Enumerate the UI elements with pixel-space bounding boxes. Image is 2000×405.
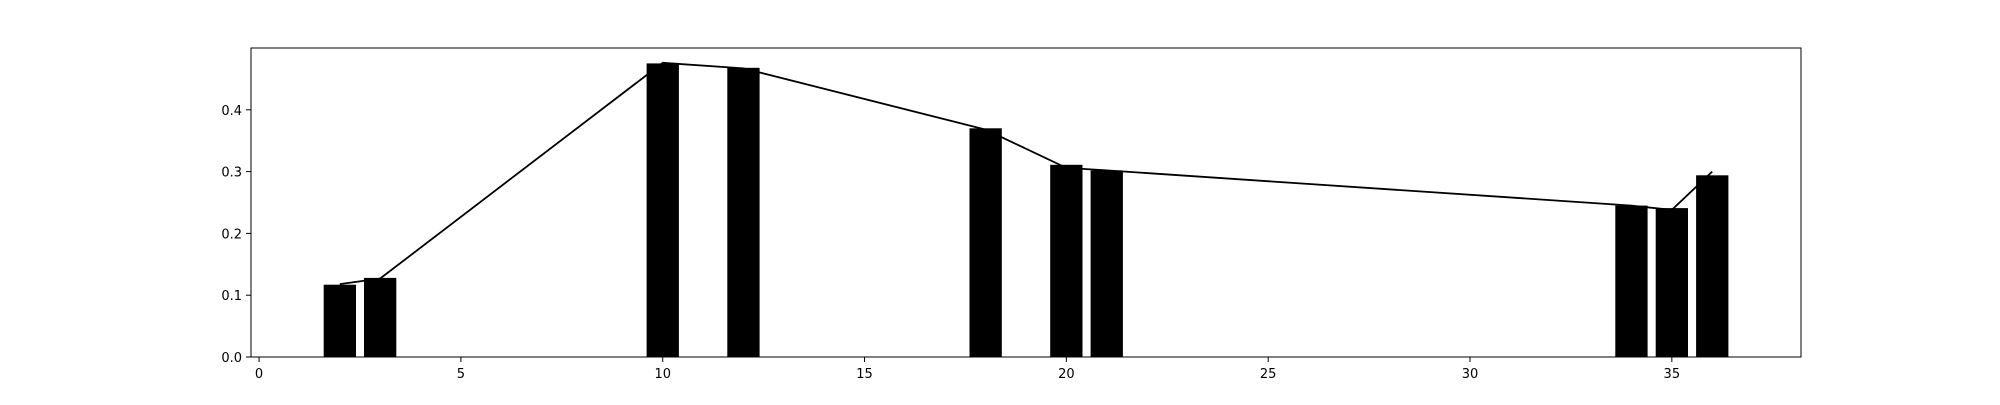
y-tick-label: 0.2 xyxy=(221,227,242,242)
plot-frame xyxy=(250,47,1802,358)
axes-layer xyxy=(250,47,1802,358)
x-tick-label: 0 xyxy=(255,367,263,382)
bar xyxy=(1050,164,1083,357)
bar xyxy=(323,284,356,357)
bar xyxy=(727,67,760,358)
x-tick-label: 15 xyxy=(856,367,873,382)
series-line xyxy=(339,61,1713,285)
x-tick-label: 5 xyxy=(457,367,465,382)
x-tick-label: 20 xyxy=(1058,367,1075,382)
bar xyxy=(1655,208,1688,357)
x-tick-label: 25 xyxy=(1260,367,1277,382)
bar xyxy=(969,128,1002,357)
x-tick-label: 30 xyxy=(1462,367,1479,382)
y-tick-label: 0.0 xyxy=(221,351,242,366)
y-tick-label: 0.4 xyxy=(221,104,242,119)
bar xyxy=(364,277,397,357)
bar xyxy=(1615,205,1648,357)
x-tick-label: 35 xyxy=(1664,367,1681,382)
bar xyxy=(1696,175,1729,357)
line-layer xyxy=(339,61,1713,285)
x-tick-label: 10 xyxy=(654,367,671,382)
bar xyxy=(646,63,679,358)
ticks-layer: 0 5 10 15 20 25 30 35 0.0 0.1 0.2 0.3 0.4 xyxy=(221,104,1680,382)
bar xyxy=(1090,170,1123,357)
y-tick-label: 0.3 xyxy=(221,166,242,181)
y-tick-label: 0.1 xyxy=(221,289,242,304)
bars-layer xyxy=(323,63,1729,358)
